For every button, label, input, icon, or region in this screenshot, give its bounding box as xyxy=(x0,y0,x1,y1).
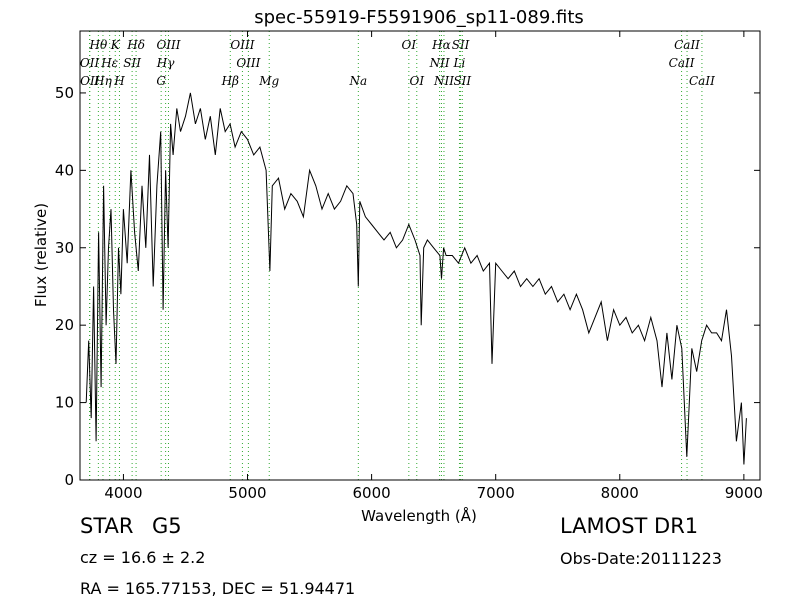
y-axis-label: Flux (relative) xyxy=(32,203,50,307)
x-axis: 4000 5000 6000 7000 8000 9000 xyxy=(104,31,763,502)
marker-label: Na xyxy=(349,74,368,88)
marker-label: OII xyxy=(80,74,100,88)
marker-label: CaII xyxy=(689,74,715,88)
marker-label: CaII xyxy=(669,56,695,70)
plot-frame xyxy=(79,30,761,481)
redshift-value: cz = 16.6 ± 2.2 xyxy=(80,548,206,567)
marker-label: Hδ xyxy=(126,38,145,52)
marker-label: OIII xyxy=(236,56,260,70)
x-tick-label: 7000 xyxy=(477,484,515,502)
x-tick-label: 5000 xyxy=(228,484,266,502)
marker-label: SII xyxy=(453,74,471,88)
coordinates: RA = 165.77153, DEC = 51.94471 xyxy=(80,579,356,598)
spectrum-line xyxy=(85,92,747,465)
x-tick-label: 8000 xyxy=(601,484,639,502)
x-axis-label: Wavelength (Å) xyxy=(361,506,477,525)
marker-label: Hβ xyxy=(221,74,239,88)
y-tick-label: 20 xyxy=(55,316,74,334)
marker-label: G xyxy=(156,74,166,88)
marker-label: NII xyxy=(433,74,454,88)
object-class: STAR xyxy=(80,514,134,538)
marker-label: SII xyxy=(123,56,141,70)
marker-label: Hθ xyxy=(89,38,108,52)
y-axis: 0 10 20 30 40 50 xyxy=(55,84,760,489)
y-tick-label: 0 xyxy=(64,471,74,489)
y-tick-label: 30 xyxy=(55,239,74,257)
marker-label: OI xyxy=(409,74,424,88)
marker-label: H xyxy=(113,74,125,88)
marker-label: CaII xyxy=(674,38,700,52)
marker-label: NII xyxy=(429,56,450,70)
observation-date: Obs-Date:20111223 xyxy=(560,549,722,568)
marker-label: OIII xyxy=(156,38,180,52)
marker-label: Hγ xyxy=(156,56,175,70)
marker-label: Hη xyxy=(93,74,112,88)
marker-label: Hε xyxy=(100,56,118,70)
marker-label: SII xyxy=(452,38,470,52)
x-tick-label: 6000 xyxy=(353,484,391,502)
y-tick-label: 40 xyxy=(55,161,74,179)
marker-label: K xyxy=(110,38,121,52)
marker-label: Hα xyxy=(431,38,451,52)
marker-label: OI xyxy=(402,38,417,52)
object-subclass: G5 xyxy=(152,514,182,538)
spectrum-series xyxy=(85,92,747,465)
survey-name: LAMOST DR1 xyxy=(560,514,699,538)
chart-title: spec-55919-F5591906_sp11-089.fits xyxy=(254,7,584,28)
y-tick-label: 50 xyxy=(55,84,74,102)
marker-label: OIII xyxy=(230,38,254,52)
x-tick-label: 4000 xyxy=(104,484,142,502)
marker-label: Mg xyxy=(258,74,279,88)
x-tick-label: 9000 xyxy=(725,484,763,502)
y-tick-label: 10 xyxy=(55,394,74,412)
marker-label: Li xyxy=(453,56,466,70)
